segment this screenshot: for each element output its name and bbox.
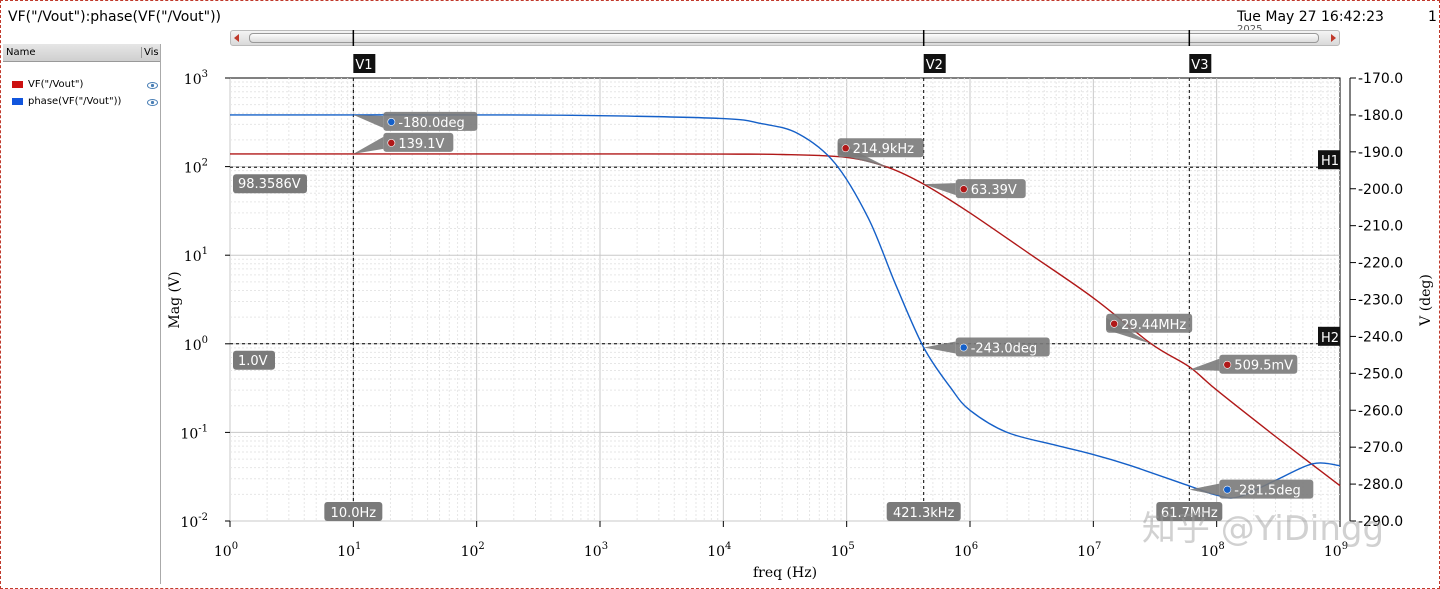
- legend-item-label: VF("/Vout"): [28, 79, 84, 90]
- legend-item-phase-vf-vout[interactable]: phase(VF("/Vout")): [12, 95, 121, 109]
- scrollbar-thumb[interactable]: [249, 33, 1319, 43]
- trace-color-swatch: [12, 97, 23, 105]
- header-name[interactable]: Name: [6, 47, 36, 58]
- legend-item-vf-vout[interactable]: VF("/Vout"): [12, 78, 83, 92]
- trace-color-swatch: [12, 80, 23, 88]
- subwindow-number: 1: [1428, 9, 1437, 25]
- horizontal-scrollbar[interactable]: [230, 30, 1340, 46]
- eye-icon[interactable]: [147, 99, 158, 106]
- timestamp-sub: 2025: [1237, 25, 1263, 32]
- window-title: VF("/Vout"):phase(VF("/Vout")): [8, 9, 222, 25]
- header-visible[interactable]: Vis: [141, 47, 159, 58]
- legend-item-label: phase(VF("/Vout")): [28, 96, 122, 107]
- legend-header: Name Vis: [3, 44, 160, 62]
- scroll-right-icon[interactable]: [1331, 34, 1336, 42]
- trace-legend-panel: Name Vis VF("/Vout") phase(VF("/Vout")): [3, 44, 161, 584]
- scroll-left-icon[interactable]: [234, 34, 239, 42]
- eye-icon[interactable]: [147, 82, 158, 89]
- timestamp: Tue May 27 16:42:23: [1237, 9, 1384, 25]
